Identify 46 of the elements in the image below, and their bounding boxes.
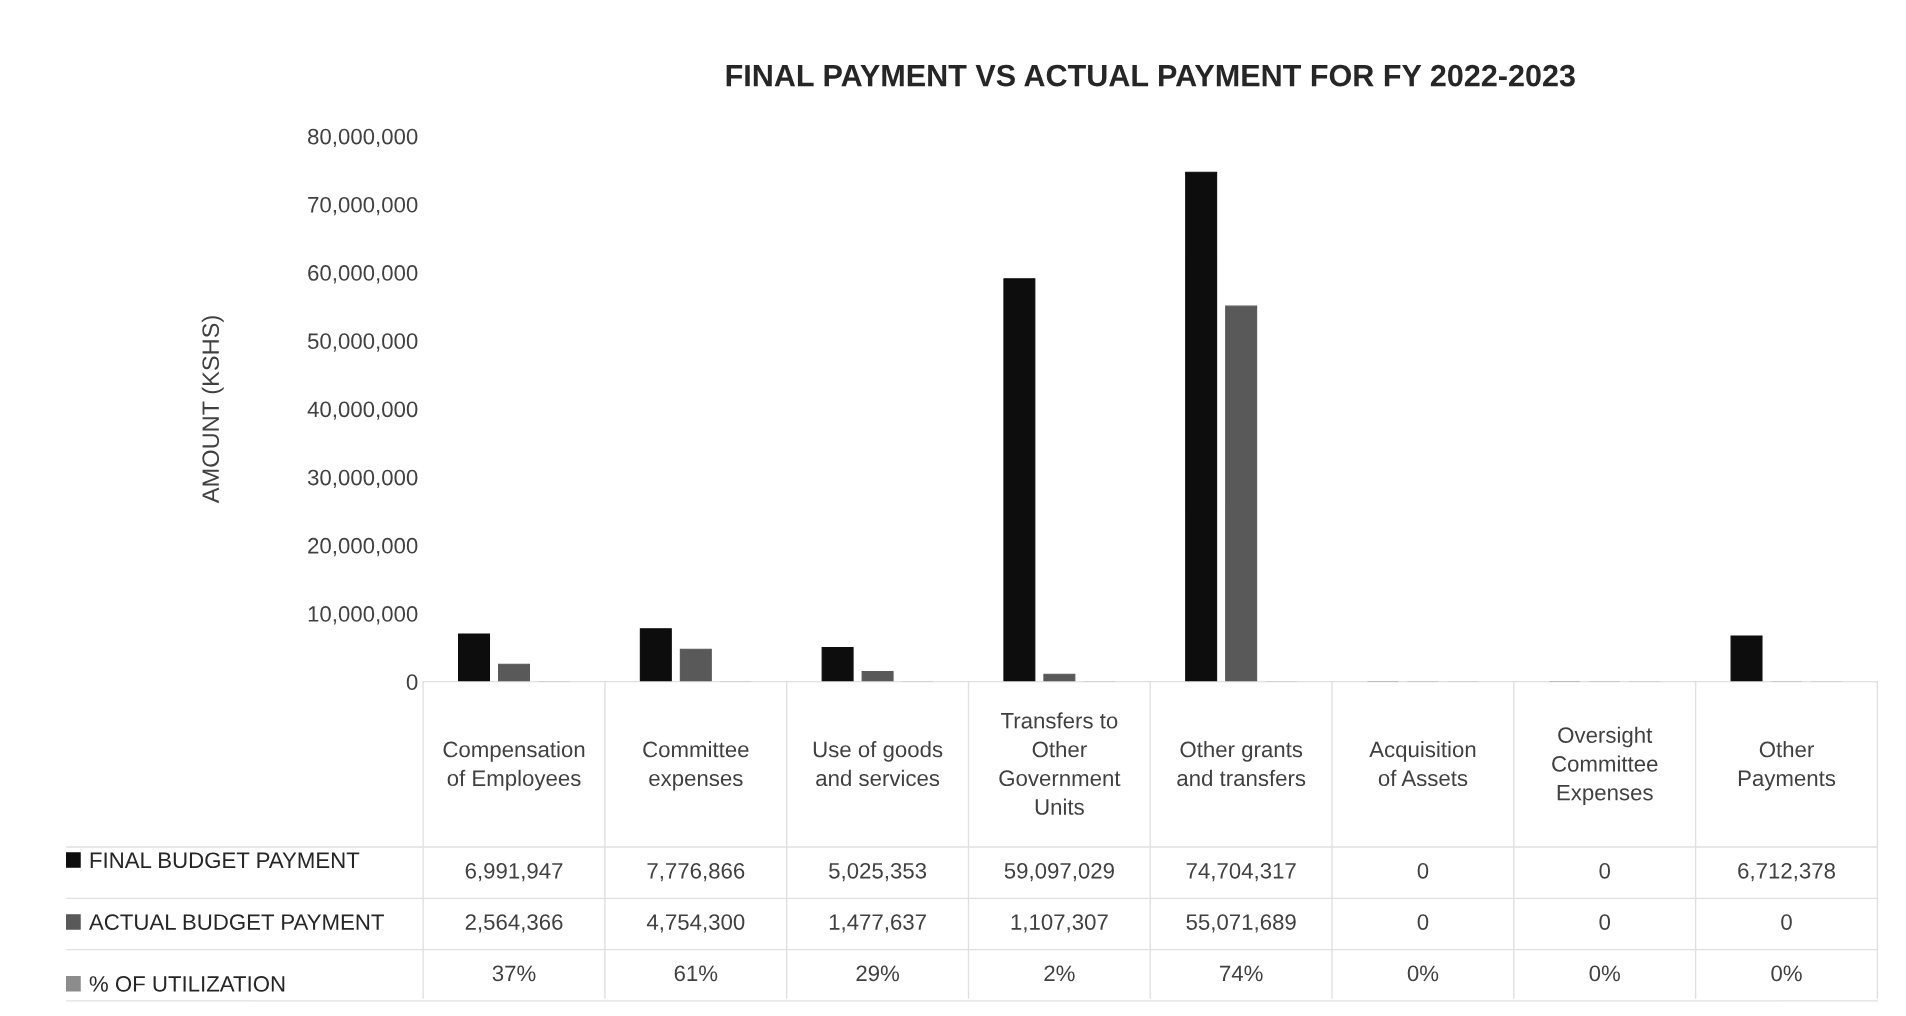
y-tick-label: 40,000,000 xyxy=(307,401,418,420)
data-label: 74,704,317 xyxy=(1186,862,1296,882)
data-label: 61% xyxy=(674,965,718,982)
data-label: 29% xyxy=(856,965,900,982)
data-label: 59,097,029 xyxy=(1004,862,1114,882)
data-label: 55,071,689 xyxy=(1186,914,1296,933)
data-label: 5,025,353 xyxy=(829,862,927,882)
data-label: 0 xyxy=(1599,914,1611,930)
legend-label: ACTUAL BUDGET PAYMENT xyxy=(88,914,384,930)
data-label: 6,991,947 xyxy=(465,862,563,882)
x-tick-label: Acquisition of Assets xyxy=(1369,741,1476,787)
data-label: 2,564,366 xyxy=(465,914,563,933)
data-label: 74% xyxy=(1220,965,1263,982)
y-tick-label: 0 xyxy=(406,674,418,691)
data-label: 0 xyxy=(1781,914,1792,930)
y-tick-label: 70,000,000 xyxy=(308,196,418,216)
x-tick-label: Oversight Committee Expenses xyxy=(1552,726,1658,805)
chart-title: FINAL PAYMENT VS ACTUAL PAYMENT FOR FY 2022-2023 xyxy=(726,64,1575,87)
x-tick-label: Other Payments xyxy=(1738,741,1836,791)
y-tick-label: 60,000,000 xyxy=(308,265,418,284)
x-tick-label: Other grants and transfers xyxy=(1177,741,1306,787)
data-label: 0% xyxy=(1407,965,1439,982)
data-label: 2% xyxy=(1044,965,1075,982)
data-label: 0 xyxy=(1417,914,1429,930)
data-label: 1,477,637 xyxy=(829,914,926,933)
x-tick-label: Committee expenses xyxy=(643,741,749,791)
data-label: 6,712,378 xyxy=(1738,862,1835,882)
y-tick-label: 80,000,000 xyxy=(308,128,418,148)
x-tick-label: Transfers to Other Government Units xyxy=(999,712,1121,815)
data-label: 4,754,300 xyxy=(646,914,745,933)
data-label: 0 xyxy=(1599,862,1611,879)
data-label: 37% xyxy=(492,965,536,982)
data-label: 0 xyxy=(1417,862,1429,879)
data-label: 7,776,866 xyxy=(647,862,745,882)
y-tick-label: 30,000,000 xyxy=(307,469,418,489)
y-tick-label: 10,000,000 xyxy=(308,606,418,625)
x-tick-label: Use of goods and services xyxy=(813,741,943,787)
y-tick-label: 20,000,000 xyxy=(308,537,418,557)
y-tick-label: 50,000,000 xyxy=(307,333,418,352)
legend-label: % OF UTILIZATION xyxy=(89,976,285,992)
y-axis-title: AMOUNT (KSHS) xyxy=(201,316,224,504)
x-tick-label: Compensation of Employees xyxy=(443,741,585,791)
legend-label: FINAL BUDGET PAYMENT xyxy=(90,852,360,869)
data-label: 0% xyxy=(1771,965,1802,982)
data-label: 0% xyxy=(1589,965,1620,982)
data-label: 1,107,307 xyxy=(1011,914,1108,933)
